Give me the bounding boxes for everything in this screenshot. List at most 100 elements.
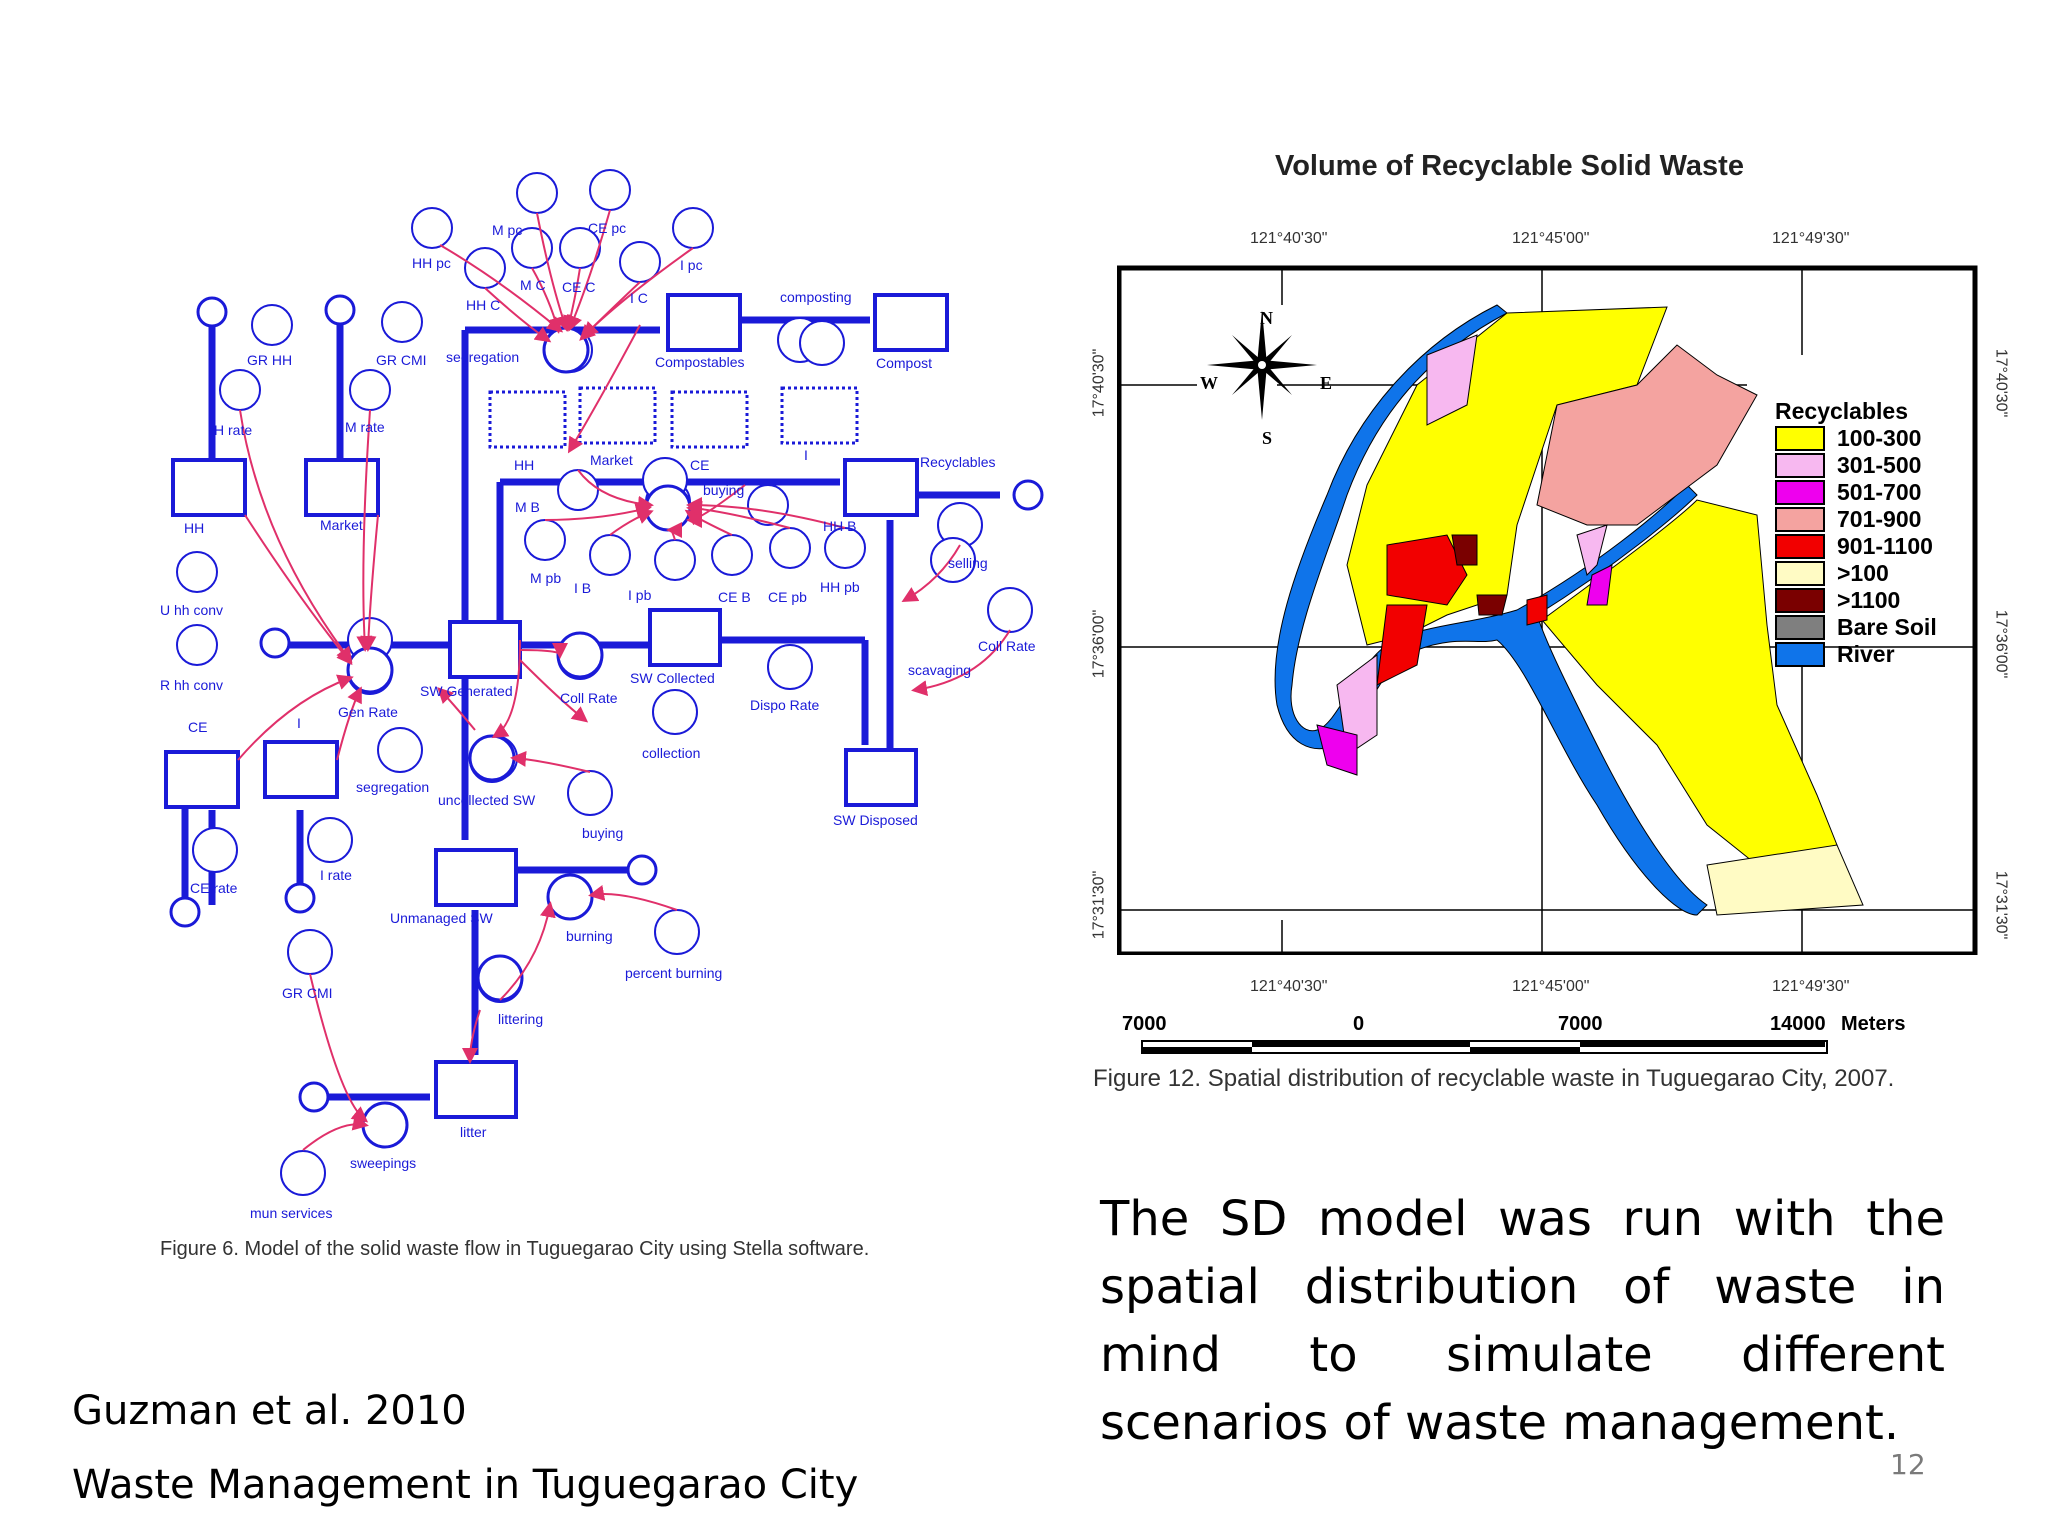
scale-unit: Meters xyxy=(1841,1013,1906,1035)
svg-text:HH pc: HH pc xyxy=(412,255,451,271)
compass-east: E xyxy=(1320,373,1333,393)
scale-label-3: 14000 xyxy=(1770,1013,1826,1035)
page-number: 12 xyxy=(1890,1448,1926,1481)
svg-text:Gen Rate: Gen Rate xyxy=(338,704,398,720)
svg-text:I rate: I rate xyxy=(320,867,352,883)
figure12-caption: Figure 12. Spatial distribution of recyc… xyxy=(1093,1065,1895,1092)
stock-hh xyxy=(171,458,247,517)
legend-label: 301-500 xyxy=(1837,452,1922,478)
lon-label-top-2: 121°45'00" xyxy=(1512,230,1590,247)
legend-swatch xyxy=(1775,534,1825,559)
svg-text:GR HH: GR HH xyxy=(247,352,292,368)
svg-text:I C: I C xyxy=(630,290,648,306)
stock-ce xyxy=(164,750,240,809)
citation-author: Guzman et al. 2010 xyxy=(72,1388,467,1434)
legend-label: 701-900 xyxy=(1837,506,1922,532)
scale-label-1: 0 xyxy=(1353,1013,1365,1035)
legend-label: 901-1100 xyxy=(1837,533,1933,559)
svg-text:littering: littering xyxy=(498,1011,543,1027)
svg-text:Dispo Rate: Dispo Rate xyxy=(750,697,819,713)
svg-text:I: I xyxy=(297,715,301,731)
svg-text:segregation: segregation xyxy=(356,779,429,795)
svg-text:CE C: CE C xyxy=(562,279,595,295)
svg-text:SW Disposed: SW Disposed xyxy=(833,812,918,828)
svg-text:M pc: M pc xyxy=(492,222,522,238)
svg-text:Market: Market xyxy=(320,517,363,533)
legend-title: Recyclables xyxy=(1775,398,1908,424)
legend-item: >100 xyxy=(1775,560,1937,587)
svg-text:selling: selling xyxy=(948,555,988,571)
compass-south: S xyxy=(1262,428,1273,448)
stella-model-diagram: GR HH GR CMI H rate M rate HH Market U hh c… xyxy=(160,169,1044,1221)
svg-text:GR CMI: GR CMI xyxy=(282,985,333,1001)
svg-text:collection: collection xyxy=(642,745,700,761)
legend-swatch xyxy=(1775,453,1825,478)
svg-text:I pb: I pb xyxy=(628,587,652,603)
svg-text:SW Collected: SW Collected xyxy=(630,670,715,686)
stock-unmanaged-sw xyxy=(434,848,518,907)
svg-text:scavaging: scavaging xyxy=(908,662,971,678)
svg-text:Compostables: Compostables xyxy=(655,354,745,370)
legend-label: >100 xyxy=(1837,560,1889,586)
svg-text:HH B: HH B xyxy=(823,518,856,534)
lon-label-bottom-3: 121°49'30" xyxy=(1772,978,1850,995)
svg-text:HH: HH xyxy=(184,520,204,536)
stock-compost xyxy=(873,293,949,352)
lat-label-right-2: 17°36'00" xyxy=(1992,609,2010,679)
stock-recyclables xyxy=(843,458,919,517)
svg-text:HH: HH xyxy=(514,457,534,473)
svg-text:CE pc: CE pc xyxy=(588,220,626,236)
compass-icon xyxy=(1207,310,1317,420)
legend-label: River xyxy=(1837,641,1895,667)
svg-text:buying: buying xyxy=(582,825,623,841)
lat-label-left-2: 17°36'00" xyxy=(1090,609,1108,679)
description-paragraph: The SD model was run with the spatial di… xyxy=(1100,1191,1945,1451)
svg-text:M pb: M pb xyxy=(530,570,561,586)
stock-market xyxy=(304,458,380,517)
svg-text:Coll Rate: Coll Rate xyxy=(978,638,1036,654)
legend-swatch xyxy=(1775,507,1825,532)
lon-label-bottom-1: 121°40'30" xyxy=(1250,978,1328,995)
recyclable-waste-map xyxy=(1117,265,1978,955)
stock-sw-generated xyxy=(448,620,522,679)
svg-text:Recyclables: Recyclables xyxy=(920,454,995,470)
svg-text:CE rate: CE rate xyxy=(190,880,238,896)
legend-swatch xyxy=(1775,588,1825,613)
stock-compostables xyxy=(666,293,742,352)
legend-item: 301-500 xyxy=(1775,452,1937,479)
legend-item: 901-1100 xyxy=(1775,533,1937,560)
svg-text:I: I xyxy=(804,447,808,463)
legend-item: 501-700 xyxy=(1775,479,1937,506)
legend-item: >1100 xyxy=(1775,587,1937,614)
svg-text:GR CMI: GR CMI xyxy=(376,352,427,368)
legend-item: River xyxy=(1775,641,1937,668)
compass-north: N xyxy=(1260,308,1273,328)
legend-swatch xyxy=(1775,642,1825,667)
svg-text:litter: litter xyxy=(460,1124,487,1140)
svg-text:segregation: segregation xyxy=(446,349,519,365)
svg-text:mun services: mun services xyxy=(250,1205,332,1221)
scale-label-0: 7000 xyxy=(1122,1013,1167,1035)
svg-text:M rate: M rate xyxy=(345,419,385,435)
lat-label-right-3: 17°31'30" xyxy=(1992,870,2010,940)
svg-text:I B: I B xyxy=(574,580,591,596)
svg-text:CE: CE xyxy=(188,719,207,735)
legend-label: Bare Soil xyxy=(1837,614,1937,640)
lat-label-right-1: 17°40'30" xyxy=(1992,348,2010,418)
svg-text:CE B: CE B xyxy=(718,589,751,605)
svg-text:M C: M C xyxy=(520,277,546,293)
map-legend: Recyclables 100-300 301-500 501-700 701-900… xyxy=(1775,398,1937,668)
svg-text:HH C: HH C xyxy=(466,297,500,313)
legend-swatch xyxy=(1775,561,1825,586)
legend-item: Bare Soil xyxy=(1775,614,1937,641)
svg-text:percent burning: percent burning xyxy=(625,965,722,981)
svg-text:sweepings: sweepings xyxy=(350,1155,416,1171)
stock-i xyxy=(263,740,339,799)
lon-label-top-3: 121°49'30" xyxy=(1772,230,1850,247)
citation-title: Waste Management in Tuguegarao City xyxy=(72,1462,859,1508)
stock-sw-disposed xyxy=(844,748,918,807)
lat-label-left-1: 17°40'30" xyxy=(1090,348,1108,418)
svg-text:Unmanaged SW: Unmanaged SW xyxy=(390,910,494,926)
legend-label: 100-300 xyxy=(1837,425,1922,451)
svg-text:buying: buying xyxy=(703,482,744,498)
